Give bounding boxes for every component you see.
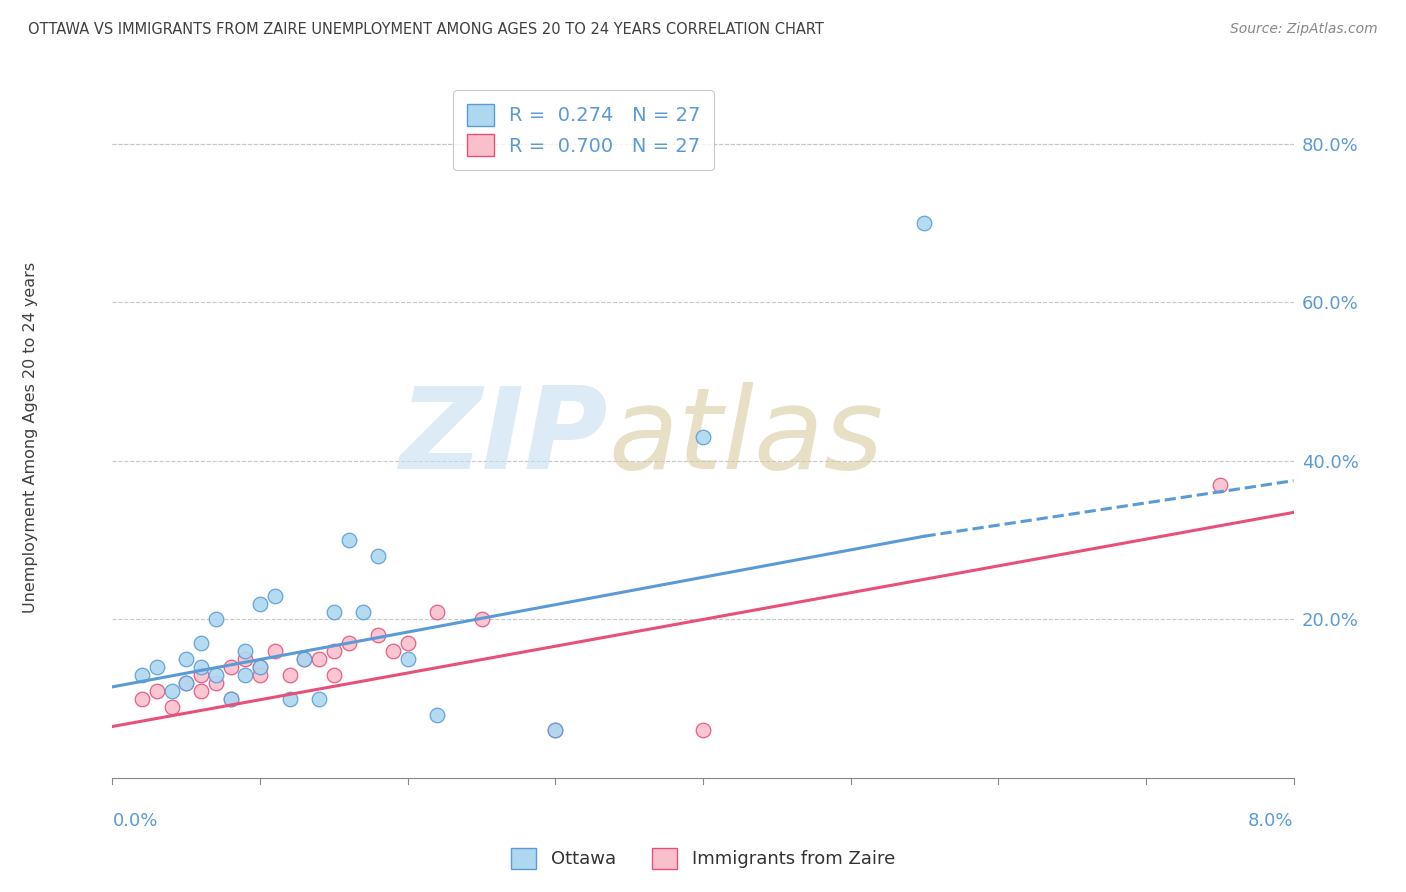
Point xyxy=(249,668,271,682)
Point xyxy=(205,612,228,626)
Point xyxy=(190,636,212,650)
Point xyxy=(352,605,374,619)
Point xyxy=(249,660,271,674)
Point xyxy=(146,683,169,698)
Point xyxy=(174,676,197,690)
Text: atlas: atlas xyxy=(609,382,883,492)
Point xyxy=(264,589,287,603)
Point xyxy=(219,660,242,674)
Point xyxy=(426,605,449,619)
Point xyxy=(292,652,315,666)
Text: OTTAWA VS IMMIGRANTS FROM ZAIRE UNEMPLOYMENT AMONG AGES 20 TO 24 YEARS CORRELATI: OTTAWA VS IMMIGRANTS FROM ZAIRE UNEMPLOY… xyxy=(28,22,824,37)
Text: Unemployment Among Ages 20 to 24 years: Unemployment Among Ages 20 to 24 years xyxy=(24,261,38,613)
Point xyxy=(278,691,301,706)
Point xyxy=(131,691,153,706)
Point xyxy=(205,668,228,682)
Point xyxy=(190,660,212,674)
Point xyxy=(308,691,330,706)
Point xyxy=(190,668,212,682)
Point xyxy=(426,707,449,722)
Point xyxy=(1208,477,1232,491)
Point xyxy=(544,723,567,738)
Text: 8.0%: 8.0% xyxy=(1249,812,1294,830)
Point xyxy=(337,636,360,650)
Point xyxy=(544,723,567,738)
Point xyxy=(190,683,212,698)
Point xyxy=(367,628,389,642)
Point xyxy=(292,652,315,666)
Point xyxy=(308,652,330,666)
Point xyxy=(131,668,153,682)
Point xyxy=(471,612,494,626)
Point xyxy=(174,652,197,666)
Text: 0.0%: 0.0% xyxy=(112,812,157,830)
Point xyxy=(323,644,346,658)
Point xyxy=(233,644,256,658)
Point xyxy=(219,691,242,706)
Point xyxy=(692,723,714,738)
Point xyxy=(264,644,287,658)
Point xyxy=(914,216,936,230)
Point xyxy=(278,668,301,682)
Point xyxy=(146,660,169,674)
Point xyxy=(249,597,271,611)
Point xyxy=(233,652,256,666)
Text: ZIP: ZIP xyxy=(401,382,609,492)
Legend: Ottawa, Immigrants from Zaire: Ottawa, Immigrants from Zaire xyxy=(503,840,903,876)
Point xyxy=(219,691,242,706)
Point xyxy=(249,660,271,674)
Point xyxy=(205,676,228,690)
Point xyxy=(367,549,389,563)
Point xyxy=(160,699,183,714)
Point xyxy=(323,605,346,619)
Point xyxy=(382,644,405,658)
Point xyxy=(692,430,714,444)
Text: Source: ZipAtlas.com: Source: ZipAtlas.com xyxy=(1230,22,1378,37)
Point xyxy=(323,668,346,682)
Point xyxy=(396,636,419,650)
Point xyxy=(396,652,419,666)
Point xyxy=(174,676,197,690)
Point xyxy=(337,533,360,548)
Point xyxy=(233,668,256,682)
Legend: R =  0.274   N = 27, R =  0.700   N = 27: R = 0.274 N = 27, R = 0.700 N = 27 xyxy=(453,90,714,169)
Point xyxy=(160,683,183,698)
